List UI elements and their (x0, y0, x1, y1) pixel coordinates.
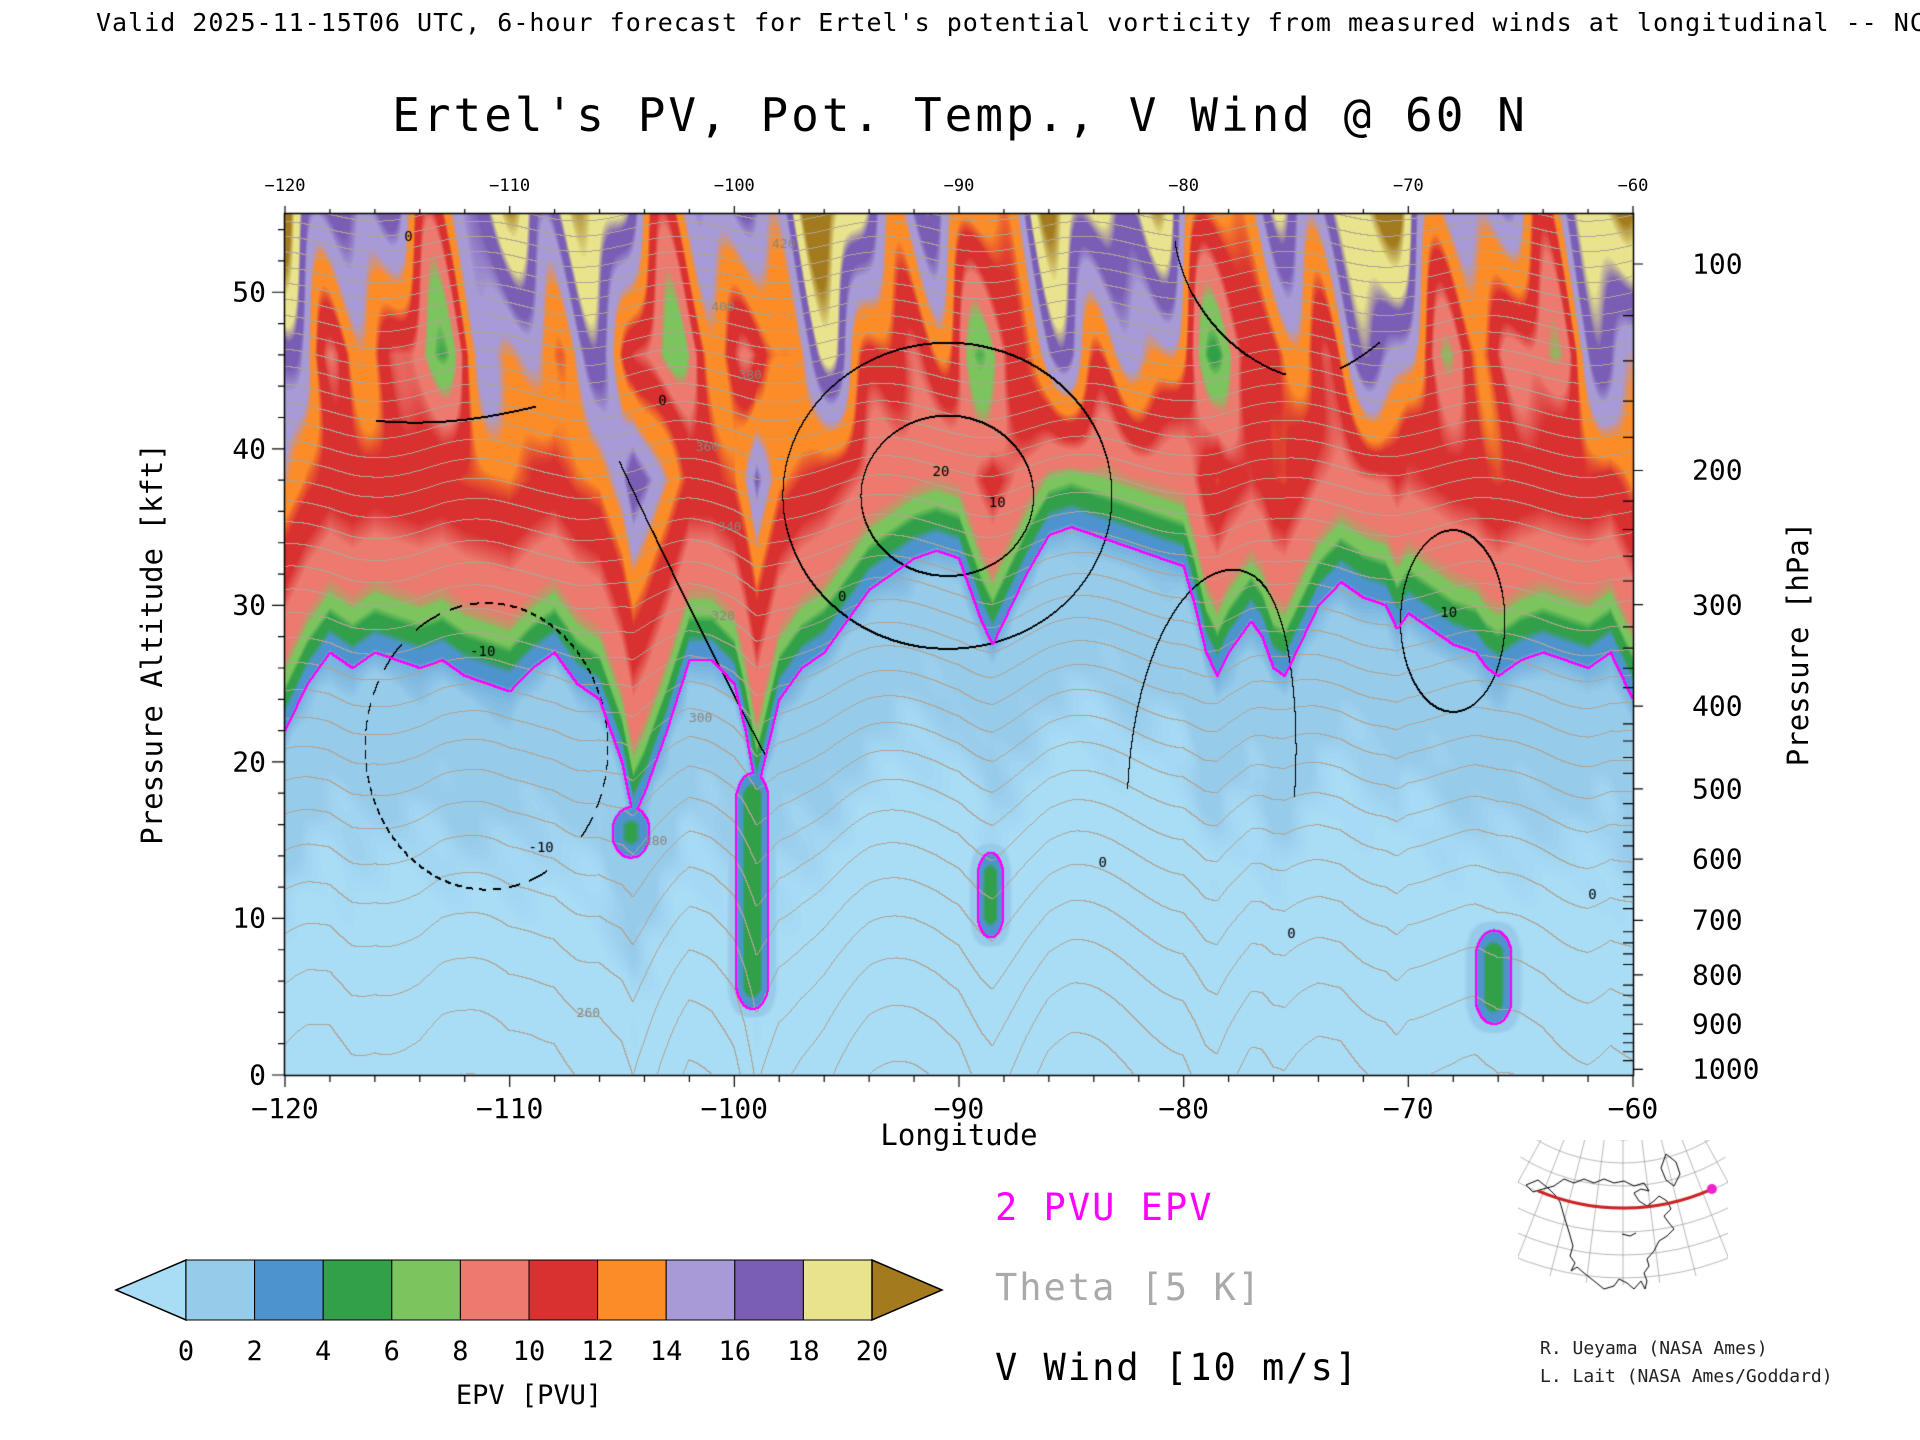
chart-title: Ertel's PV, Pot. Temp., V Wind @ 60 N (392, 88, 1528, 142)
colorbar (114, 1258, 944, 1322)
y-tick-label-kft: 0 (249, 1058, 266, 1092)
pressure-tick-label: 800 (1692, 958, 1743, 992)
colorbar-tick-label: 4 (315, 1336, 332, 1367)
x-axis-label: Longitude (880, 1118, 1038, 1152)
colorbar-tick-label: 10 (512, 1336, 546, 1367)
x-tick-label-top: −110 (489, 176, 531, 196)
pressure-tick-label: 600 (1692, 842, 1743, 876)
x-tick-label-bottom: −90 (933, 1092, 985, 1125)
y-axis-label-left: Pressure Altitude [kft] (135, 443, 169, 845)
colorbar-tick-label: 16 (718, 1336, 752, 1367)
colorbar-tick-label: 14 (649, 1336, 683, 1367)
colorbar-tick-label: 2 (246, 1336, 263, 1367)
pv-cross-section-canvas (245, 174, 1673, 1115)
legend-epv-contour: 2 PVU EPV (995, 1186, 1214, 1229)
x-tick-label-top: −80 (1168, 176, 1200, 196)
colorbar-tick-label: 8 (452, 1336, 469, 1367)
legend-theta: Theta [5 K] (995, 1266, 1263, 1309)
y-tick-label-kft: 10 (232, 901, 266, 935)
x-tick-label-top: −120 (264, 176, 306, 196)
x-tick-label-bottom: −120 (251, 1092, 319, 1125)
pressure-tick-label: 100 (1692, 247, 1743, 281)
x-tick-label-bottom: −70 (1383, 1092, 1434, 1125)
y-tick-label-kft: 30 (232, 588, 266, 622)
colorbar-tick-label: 12 (581, 1336, 614, 1367)
x-tick-label-bottom: −60 (1607, 1092, 1659, 1125)
x-tick-label-bottom: −110 (475, 1092, 544, 1125)
x-tick-label-top: −60 (1617, 176, 1649, 196)
colorbar-tick-label: 0 (177, 1336, 195, 1367)
location-map (1518, 1140, 1728, 1315)
y-tick-label-kft: 20 (232, 745, 266, 779)
credit-line-2: L. Lait (NASA Ames/Goddard) (1540, 1366, 1833, 1387)
colorbar-tick-label: 18 (787, 1336, 820, 1367)
y-axis-label-right: Pressure [hPa] (1781, 521, 1815, 767)
valid-time-header: Valid 2025-11-15T06 UTC, 6-hour forecast… (96, 8, 1920, 37)
credit-line-1: R. Ueyama (NASA Ames) (1540, 1338, 1768, 1359)
pressure-tick-label: 500 (1692, 772, 1743, 806)
pressure-tick-label: 1000 (1692, 1052, 1760, 1086)
pressure-tick-label: 200 (1692, 453, 1743, 487)
pressure-tick-label: 900 (1692, 1007, 1743, 1041)
x-tick-label-top: −100 (713, 176, 755, 196)
legend-vwind: V Wind [10 m/s] (995, 1346, 1360, 1389)
pressure-tick-label: 700 (1692, 903, 1743, 937)
colorbar-label: EPV [PVU] (455, 1380, 603, 1411)
x-tick-label-top: −90 (943, 176, 975, 196)
y-tick-label-kft: 40 (232, 432, 266, 466)
x-tick-label-bottom: −80 (1158, 1092, 1209, 1125)
x-tick-label-top: −70 (1392, 176, 1424, 196)
pressure-tick-label: 300 (1692, 588, 1743, 622)
x-tick-label-bottom: −100 (700, 1092, 769, 1125)
pressure-tick-label: 400 (1692, 689, 1743, 723)
y-tick-label-kft: 50 (232, 275, 266, 309)
colorbar-tick-label: 20 (855, 1336, 889, 1367)
colorbar-tick-label: 6 (383, 1336, 400, 1367)
